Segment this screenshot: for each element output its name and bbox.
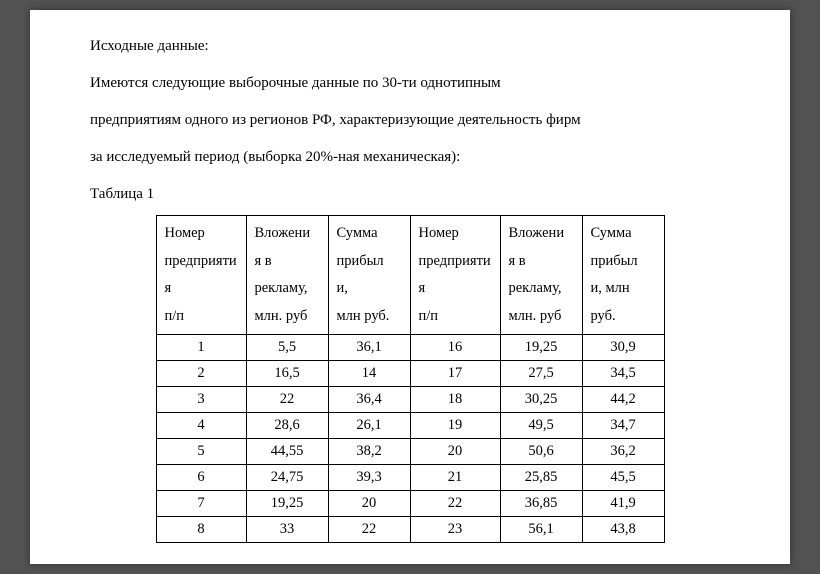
cell-investment: 49,5 [500,413,582,439]
cell-profit: 22 [328,517,410,543]
header-text: я [165,280,172,296]
col-header-profit-2: Сумма прибыл и, млн руб. [582,216,664,335]
table-row: 2 16,5 14 17 27,5 34,5 [156,361,664,387]
header-text: предприяти [419,253,491,269]
table-row: 5 44,55 38,2 20 50,6 36,2 [156,439,664,465]
cell-investment: 22 [246,387,328,413]
header-text: прибыл [591,253,638,269]
cell-profit: 30,9 [582,335,664,361]
cell-num: 3 [156,387,246,413]
header-text: предприяти [165,253,237,269]
cell-investment: 25,85 [500,465,582,491]
cell-investment: 5,5 [246,335,328,361]
cell-num: 7 [156,491,246,517]
cell-num: 2 [156,361,246,387]
header-text: Сумма [337,225,378,241]
cell-investment: 30,25 [500,387,582,413]
header-text: п/п [419,308,439,324]
cell-investment: 33 [246,517,328,543]
cell-num: 1 [156,335,246,361]
cell-investment: 50,6 [500,439,582,465]
table-row: 7 19,25 20 22 36,85 41,9 [156,491,664,517]
intro-text-line4: за исследуемый период (выборка 20%-ная м… [90,141,730,174]
document-page: Исходные данные: Имеются следующие выбор… [30,10,790,564]
header-text: Вложени [255,225,311,241]
table-label: Таблица 1 [90,178,730,211]
intro-text-line1: Исходные данные: [90,30,730,63]
cell-investment: 28,6 [246,413,328,439]
cell-num: 5 [156,439,246,465]
header-text: и, млн [591,280,630,296]
data-table: Номер предприяти я п/п Вложени я в рекла… [156,215,665,543]
cell-profit: 36,2 [582,439,664,465]
cell-investment: 44,55 [246,439,328,465]
cell-investment: 19,25 [500,335,582,361]
intro-text-line3: предприятиям одного из регионов РФ, хара… [90,104,730,137]
header-text: я в [255,253,272,269]
cell-profit: 43,8 [582,517,664,543]
header-text: и, [337,280,348,296]
cell-investment: 27,5 [500,361,582,387]
table-row: 3 22 36,4 18 30,25 44,2 [156,387,664,413]
cell-profit: 14 [328,361,410,387]
cell-investment: 19,25 [246,491,328,517]
header-text: руб. [591,308,616,324]
cell-profit: 41,9 [582,491,664,517]
cell-investment: 56,1 [500,517,582,543]
header-text: млн. руб [255,308,308,324]
cell-investment: 16,5 [246,361,328,387]
cell-num: 16 [410,335,500,361]
table-row: 8 33 22 23 56,1 43,8 [156,517,664,543]
header-text: Сумма [591,225,632,241]
cell-profit: 39,3 [328,465,410,491]
table-row: 6 24,75 39,3 21 25,85 45,5 [156,465,664,491]
cell-num: 6 [156,465,246,491]
table-header-row: Номер предприяти я п/п Вложени я в рекла… [156,216,664,335]
cell-num: 20 [410,439,500,465]
cell-num: 22 [410,491,500,517]
cell-profit: 26,1 [328,413,410,439]
cell-num: 4 [156,413,246,439]
cell-num: 19 [410,413,500,439]
header-text: п/п [165,308,185,324]
table-body: 1 5,5 36,1 16 19,25 30,9 2 16,5 14 17 27… [156,335,664,543]
cell-investment: 36,85 [500,491,582,517]
header-text: рекламу, [509,280,562,296]
header-text: рекламу, [255,280,308,296]
header-text: я в [509,253,526,269]
col-header-investment-2: Вложени я в рекламу, млн. руб [500,216,582,335]
cell-investment: 24,75 [246,465,328,491]
cell-profit: 34,7 [582,413,664,439]
cell-num: 21 [410,465,500,491]
header-text: прибыл [337,253,384,269]
cell-num: 17 [410,361,500,387]
table-row: 4 28,6 26,1 19 49,5 34,7 [156,413,664,439]
header-text: Вложени [509,225,565,241]
intro-text-line2: Имеются следующие выборочные данные по 3… [90,67,730,100]
cell-num: 23 [410,517,500,543]
cell-profit: 44,2 [582,387,664,413]
col-header-enterprise-2: Номер предприяти я п/п [410,216,500,335]
header-text: Номер [419,225,459,241]
cell-profit: 20 [328,491,410,517]
table-row: 1 5,5 36,1 16 19,25 30,9 [156,335,664,361]
cell-num: 8 [156,517,246,543]
col-header-investment-1: Вложени я в рекламу, млн. руб [246,216,328,335]
cell-profit: 34,5 [582,361,664,387]
col-header-profit-1: Сумма прибыл и, млн руб. [328,216,410,335]
cell-num: 18 [410,387,500,413]
cell-profit: 45,5 [582,465,664,491]
header-text: млн руб. [337,308,390,324]
cell-profit: 36,4 [328,387,410,413]
cell-profit: 38,2 [328,439,410,465]
header-text: я [419,280,426,296]
header-text: Номер [165,225,205,241]
header-text: млн. руб [509,308,562,324]
cell-profit: 36,1 [328,335,410,361]
col-header-enterprise-1: Номер предприяти я п/п [156,216,246,335]
